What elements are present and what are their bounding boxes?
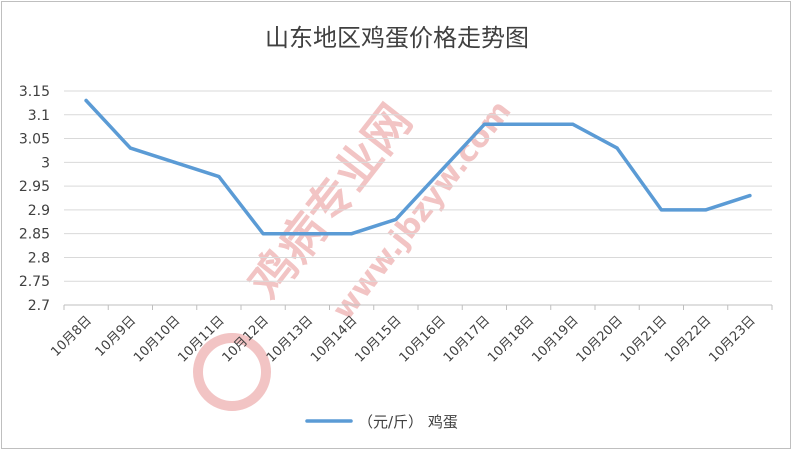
data-point (84, 98, 88, 103)
y-tick-label: 2.85 (19, 227, 50, 243)
y-tick-label: 3.05 (19, 132, 50, 148)
x-tick-label: 10月22日 (662, 313, 714, 365)
data-point (394, 217, 398, 221)
y-tick-label: 3 (41, 155, 50, 171)
y-tick-label: 2.95 (19, 179, 50, 195)
x-tick-label: 10月23日 (706, 313, 758, 365)
y-tick-label: 2.9 (28, 203, 50, 219)
legend-label: （元/斤） 鸡蛋 (358, 413, 458, 431)
x-tick-label: 10月19日 (529, 313, 581, 365)
chart-title: 山东地区鸡蛋价格走势图 (265, 24, 529, 52)
data-point (305, 232, 309, 236)
data-point (527, 122, 531, 126)
data-point (173, 160, 177, 164)
x-tick-label: 10月15日 (352, 313, 404, 365)
data-point (482, 122, 486, 126)
legend: （元/斤） 鸡蛋 (305, 413, 458, 431)
x-tick-label: 10月18日 (485, 313, 537, 365)
y-tick-label: 2.8 (28, 250, 50, 266)
y-tick-label: 3.1 (28, 108, 50, 124)
x-tick-label: 10月14日 (308, 313, 360, 365)
x-tick-label: 10月8日 (48, 313, 95, 360)
data-point (261, 232, 265, 236)
x-tick-label: 10月13日 (264, 313, 316, 365)
data-point (659, 208, 663, 212)
y-tick-label: 2.7 (28, 298, 50, 314)
data-point (571, 122, 575, 126)
data-point (704, 208, 708, 212)
x-axis: 10月8日10月9日10月10日10月11日10月12日10月13日10月14日… (48, 304, 773, 366)
series-line (84, 98, 752, 236)
y-axis-ticks: 2.7 2.75 2.8 2.85 2.9 2.95 3 3.05 3.1 3.15 (19, 84, 50, 314)
data-point (350, 232, 354, 236)
data-point (128, 146, 132, 150)
x-tick-label: 10月10日 (131, 313, 183, 365)
series-group (84, 98, 752, 236)
data-point (615, 146, 619, 150)
x-tick-label: 10月17日 (441, 313, 493, 365)
watermark-logo-ring (193, 333, 271, 411)
data-point (217, 175, 221, 179)
gridlines (64, 90, 772, 306)
y-tick-label: 2.75 (19, 274, 50, 290)
x-tick-label: 10月21日 (618, 313, 670, 365)
x-tick-label: 10月20日 (574, 313, 626, 365)
x-tick-label: 10月16日 (397, 313, 449, 365)
data-point (438, 170, 442, 174)
data-point (748, 194, 752, 198)
watermark-text: 鸡病专业网 (238, 94, 422, 308)
y-tick-label: 3.15 (19, 84, 50, 100)
